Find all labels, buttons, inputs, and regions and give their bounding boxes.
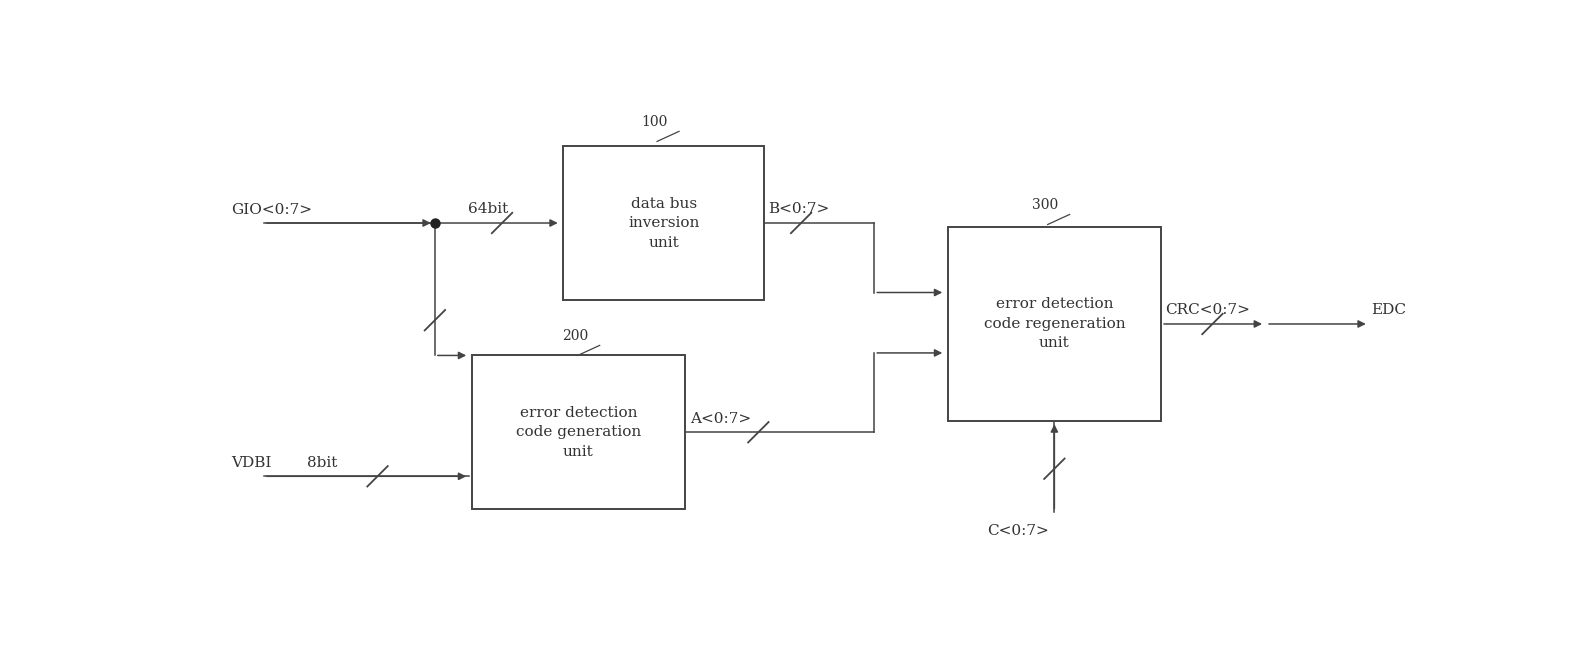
Text: 100: 100 [641, 115, 668, 129]
Text: error detection
code regeneration
unit: error detection code regeneration unit [983, 298, 1125, 351]
Text: B<0:7>: B<0:7> [769, 203, 830, 216]
Text: VDBI: VDBI [232, 456, 271, 470]
Bar [471, 356, 685, 509]
Text: C<0:7>: C<0:7> [988, 524, 1049, 538]
Text: CRC<0:7>: CRC<0:7> [1166, 303, 1249, 317]
Bar [564, 146, 764, 300]
Text: EDC: EDC [1372, 303, 1406, 317]
Text: A<0:7>: A<0:7> [690, 412, 751, 426]
Text: error detection
code generation
unit: error detection code generation unit [515, 405, 641, 458]
Text: GIO<0:7>: GIO<0:7> [232, 203, 312, 217]
Text: 8bit: 8bit [307, 456, 337, 470]
Text: 64bit: 64bit [468, 203, 509, 216]
Text: 200: 200 [562, 329, 589, 343]
Text: 300: 300 [1032, 198, 1058, 212]
Text: data bus
inversion
unit: data bus inversion unit [628, 197, 699, 250]
Bar [948, 227, 1161, 421]
